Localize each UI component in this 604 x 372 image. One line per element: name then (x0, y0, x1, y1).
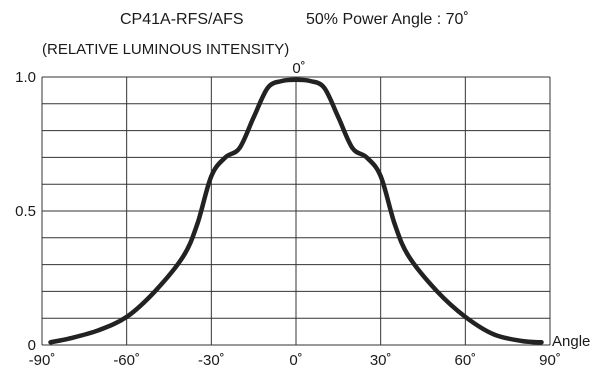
data-point (435, 289, 440, 294)
y-tick-label: 0 (28, 337, 36, 354)
data-point (223, 155, 228, 160)
x-tick-label: -60˚ (113, 352, 140, 369)
data-point (364, 155, 369, 160)
x-tick-label: 90˚ (539, 352, 561, 369)
x-tick-label: 0˚ (289, 352, 302, 369)
data-point (251, 115, 256, 120)
chart-title: CP41A-RFS/AFS (120, 11, 244, 28)
data-point (294, 77, 298, 82)
x-tick-label: -90˚ (29, 352, 56, 369)
y-tick-label: 1.0 (15, 69, 36, 86)
data-point (463, 314, 468, 319)
data-point (48, 340, 53, 345)
x-axis-label: Angle (552, 333, 590, 350)
tick-labels: -90˚ -60˚ -30˚ 0˚ 30˚ 60˚ 90˚ 0 0.5 1.0 (15, 69, 561, 369)
top-angle-label: 0˚ (292, 60, 305, 77)
grid-lines (41, 76, 551, 346)
chart-subtitle: 50% Power Angle : 70˚ (306, 11, 469, 28)
data-point (308, 79, 313, 83)
data-point (195, 222, 200, 227)
data-point (152, 289, 157, 294)
data-point (181, 254, 186, 259)
data-point (336, 115, 341, 120)
y-axis-label: (RELATIVE LUMINOUS INTENSITY) (42, 41, 289, 58)
data-point (392, 222, 397, 227)
data-point (124, 314, 129, 319)
data-point (265, 85, 270, 90)
data-point (406, 254, 411, 259)
data-point (209, 174, 214, 179)
x-tick-label: 60˚ (454, 352, 476, 369)
data-point (350, 146, 355, 150)
series-layer (48, 77, 544, 345)
x-tick-label: -30˚ (198, 352, 225, 369)
data-point (378, 174, 383, 179)
data-point (237, 146, 242, 150)
data-point (96, 328, 101, 333)
data-point (519, 339, 524, 343)
data-point (539, 340, 544, 345)
x-tick-label: 30˚ (370, 352, 392, 369)
data-point (491, 332, 496, 337)
data-point (322, 85, 327, 90)
data-point (279, 79, 284, 83)
data-point (68, 336, 73, 341)
y-tick-label: 0.5 (15, 203, 36, 220)
